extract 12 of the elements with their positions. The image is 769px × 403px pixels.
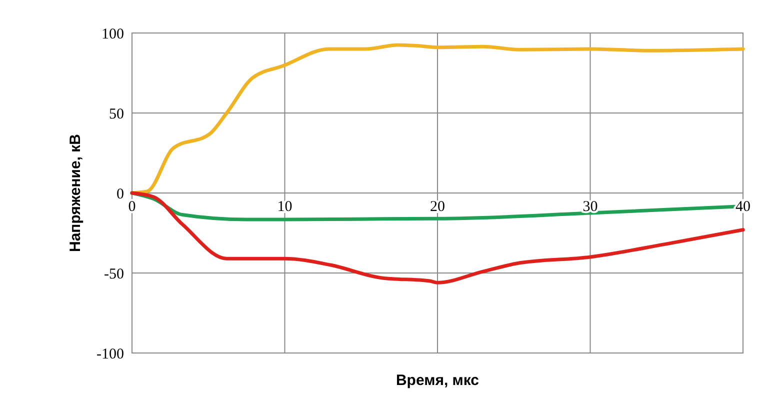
line-series: [130, 43, 745, 195]
y-axis-title: Напряжение, кВ: [67, 134, 84, 252]
y-tick-label: -100: [96, 346, 124, 362]
y-tick-label: -50: [104, 266, 124, 282]
x-axis-title: Время, мкс: [396, 372, 480, 389]
y-tick-label: 50: [109, 106, 124, 122]
x-tick-label: 0: [128, 199, 136, 215]
x-tick-label: 30: [582, 199, 598, 215]
x-tick-label: 20: [430, 199, 445, 215]
x-tick-label: 10: [277, 199, 292, 215]
y-tick-label: 100: [102, 26, 124, 42]
y-tick-label: 0: [116, 186, 124, 202]
